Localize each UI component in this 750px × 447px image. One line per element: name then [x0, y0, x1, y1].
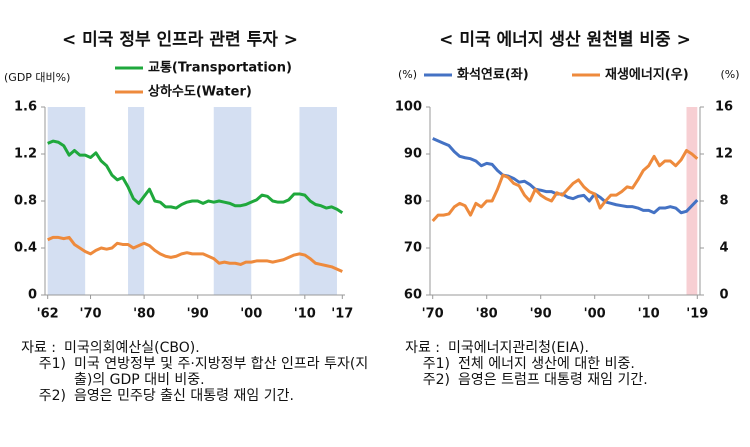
y-tick-label: 90 — [404, 147, 422, 162]
x-tick-label: '00 — [240, 307, 262, 322]
x-tick-label: '90 — [530, 307, 552, 322]
y2-tick-label: 0 — [719, 288, 728, 303]
note-label: 주1) — [38, 356, 66, 372]
legend-label: 재생에너지(우) — [605, 67, 689, 83]
note-label: 주2) — [422, 372, 450, 388]
legend-label: 상하수도(Water) — [148, 84, 252, 100]
note: 주1) 미국 연방정부 및 주·지방정부 합산 인프라 투자(지출)의 GDP 대… — [4, 356, 374, 388]
note-text: 전체 에너지 생산에 대한 비중. — [458, 356, 635, 372]
y-axis-unit: (%) — [398, 68, 417, 81]
notes: 자료 : 미국의회예산실(CBO). 주1) 미국 연방정부 및 주·지방정부 합산 … — [4, 340, 374, 404]
note-text: 미국에너지관리청(EIA). — [448, 340, 589, 356]
y2-tick-label: 8 — [719, 194, 728, 209]
series-line — [432, 137, 699, 215]
note-label: 주2) — [38, 388, 66, 404]
shaded-range — [47, 107, 86, 295]
note-text: 미국 연방정부 및 주·지방정부 합산 인프라 투자(지출)의 GDP 대비 비… — [74, 356, 369, 388]
x-tick-label: '90 — [187, 307, 209, 322]
notes: 자료 : 미국에너지관리청(EIA). 주1) 전체 에너지 생산에 대한 비중. 주2… — [388, 340, 738, 388]
y-tick-label: 70 — [404, 241, 422, 256]
charts: < 미국 정부 인프라 관련 투자 > (GDP 대비%) 0 0.4 0.8 1.2 1.… — [4, 30, 740, 322]
series-line — [431, 148, 699, 222]
y2-tick-label: 4 — [719, 241, 728, 256]
y2-axis-unit: (%) — [720, 68, 739, 81]
x-tick-label: '10 — [638, 307, 660, 322]
note-text: 음영은 트럼프 대통령 재임 기간. — [458, 372, 648, 388]
y-tick-label: 0.8 — [14, 194, 37, 209]
y-tick-label: 0 — [28, 288, 37, 303]
y-tick-label: 1.2 — [14, 147, 37, 162]
note: 자료 : 미국의회예산실(CBO). — [4, 340, 374, 356]
legend-label: 교통(Transportation) — [148, 61, 292, 76]
x-tick-label: '00 — [584, 307, 606, 322]
x-tick-label: '19 — [686, 307, 708, 322]
x-tick-label: '17 — [331, 307, 353, 322]
x-tick-label: '80 — [133, 307, 155, 322]
y-tick-label: 0.4 — [14, 241, 37, 256]
y-tick-label: 100 — [395, 100, 422, 115]
note: 주1) 전체 에너지 생산에 대한 비중. — [388, 356, 738, 372]
x-tick-label: '70 — [79, 307, 101, 322]
chart-title: < 미국 에너지 생산 원천별 비중 > — [439, 30, 691, 50]
y2-tick-label: 12 — [715, 147, 733, 162]
y-axis-unit: (GDP 대비%) — [4, 71, 70, 84]
note: 자료 : 미국에너지관리청(EIA). — [388, 340, 738, 356]
note-label: 주1) — [422, 356, 450, 372]
y2-tick-label: 16 — [715, 100, 733, 115]
shaded-range — [686, 107, 698, 295]
y-tick-label: 1.6 — [14, 100, 37, 115]
note: 주2) 음영은 민주당 출신 대통령 재임 기간. — [4, 388, 374, 404]
x-tick-label: '70 — [422, 307, 444, 322]
series-line — [47, 235, 343, 273]
note-text: 미국의회예산실(CBO). — [64, 340, 200, 356]
y-tick-label: 60 — [404, 288, 422, 303]
note-label: 자료 : — [21, 340, 56, 356]
x-tick-label: '10 — [294, 307, 316, 322]
series-line — [47, 139, 344, 215]
note: 주2) 음영은 트럼프 대통령 재임 기간. — [388, 372, 738, 388]
legend-label: 화석연료(좌) — [457, 67, 529, 83]
x-tick-label: '62 — [37, 307, 59, 322]
chart-title: < 미국 정부 인프라 관련 투자 > — [62, 30, 298, 50]
note-text: 음영은 민주당 출신 대통령 재임 기간. — [74, 388, 294, 404]
x-tick-label: '80 — [476, 307, 498, 322]
y-tick-label: 80 — [404, 194, 422, 209]
note-label: 자료 : — [405, 340, 440, 356]
